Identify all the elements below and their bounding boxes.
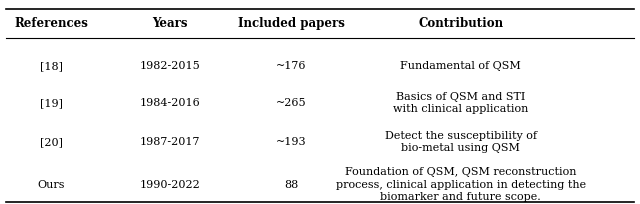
Text: 1984-2016: 1984-2016 (140, 98, 200, 108)
Text: ~265: ~265 (276, 98, 307, 108)
Text: [20]: [20] (40, 137, 63, 147)
Text: ~176: ~176 (276, 61, 307, 71)
Text: Years: Years (152, 17, 188, 30)
Text: References: References (14, 17, 88, 30)
Text: 1982-2015: 1982-2015 (140, 61, 200, 71)
Text: Ours: Ours (38, 180, 65, 190)
Text: 88: 88 (284, 180, 298, 190)
Text: Contribution: Contribution (418, 17, 504, 30)
Text: Detect the susceptibility of
bio-metal using QSM: Detect the susceptibility of bio-metal u… (385, 131, 537, 153)
Text: 1987-2017: 1987-2017 (140, 137, 200, 147)
Text: 1990-2022: 1990-2022 (140, 180, 200, 190)
Text: Basics of QSM and STI
with clinical application: Basics of QSM and STI with clinical appl… (393, 92, 529, 114)
Text: [18]: [18] (40, 61, 63, 71)
Text: [19]: [19] (40, 98, 63, 108)
Text: Included papers: Included papers (238, 17, 344, 30)
Text: Fundamental of QSM: Fundamental of QSM (401, 61, 521, 71)
Text: ~193: ~193 (276, 137, 307, 147)
Text: Foundation of QSM, QSM reconstruction
process, clinical application in detecting: Foundation of QSM, QSM reconstruction pr… (336, 167, 586, 202)
